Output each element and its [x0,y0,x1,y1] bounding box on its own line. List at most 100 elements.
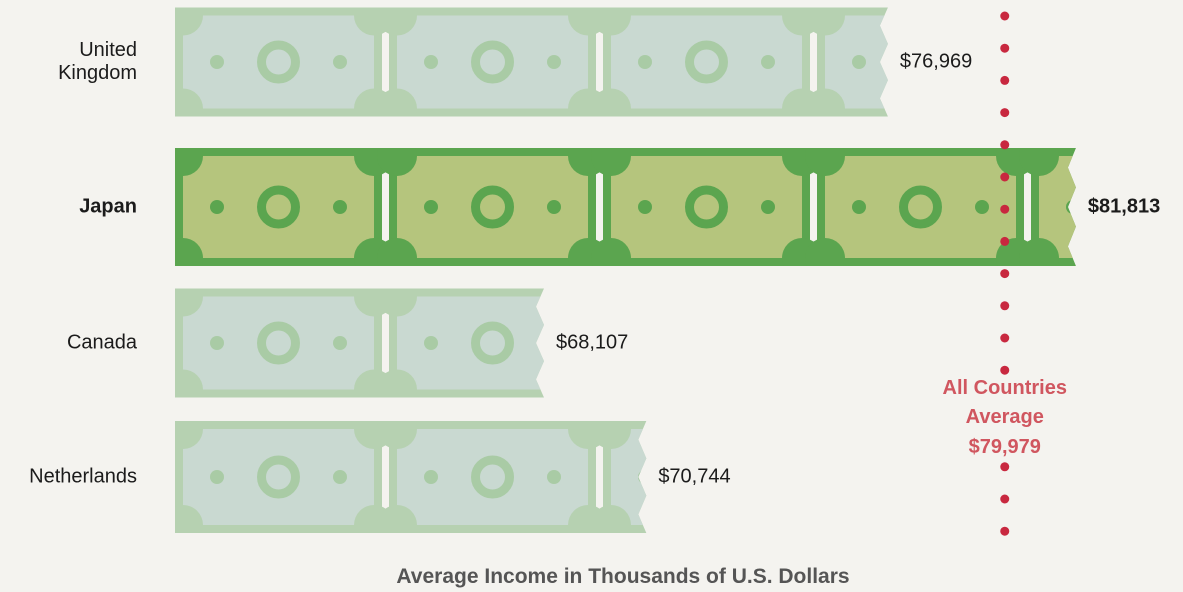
bill-corner [591,88,631,117]
bill-corner [175,369,203,398]
reference-dot [1000,43,1010,53]
bill-corner [805,148,845,176]
reference-dot [1000,140,1010,150]
category-label: Canada [66,331,137,354]
bill-dot [333,55,347,69]
reference-label: All Countries Average [942,377,1067,428]
value-label: $70,744 [658,465,731,488]
bill-dot [547,200,561,214]
bill-corner [805,238,845,266]
reference-dot [1000,333,1010,343]
reference-dot [1000,172,1010,182]
reference-dot [1000,526,1010,536]
bill-corner [568,277,608,317]
bill-dot [210,55,224,69]
bill-dot [210,200,224,214]
bill-dot [638,55,652,69]
bill-corner [805,7,845,36]
bill-dot [975,200,989,214]
bill-dot [424,55,438,69]
reference-dot [1000,365,1010,375]
bill-dot [761,200,775,214]
bill-dot [852,55,866,69]
bill-corner [175,7,203,36]
bill-corner [377,505,417,533]
bill-dot [638,470,647,484]
bill-corner [377,421,417,449]
bill-dot [1066,200,1076,214]
bill-dot [333,336,347,350]
bill-ring [257,40,300,84]
reference-line [1000,11,1010,536]
bill-ring [471,40,514,84]
axis-title: Average Income in Thousands of U.S. Doll… [396,565,850,588]
reference-dot [1000,75,1010,85]
bill-ring [685,185,728,229]
bill-corner [591,421,631,449]
bill-corner [377,7,417,36]
reference-dot [1000,301,1010,311]
bill-corner [591,148,631,176]
bill-dot [333,470,347,484]
bill-dot [210,336,224,350]
category-label: Japan [79,195,137,218]
bill-corner [568,370,608,410]
bill-dot [547,55,561,69]
bill-dot [424,200,438,214]
category-label: Netherlands [29,465,137,488]
bill-dot [761,55,775,69]
bar [175,409,822,545]
value-label: $68,107 [555,331,629,354]
bill-corner [1019,238,1059,266]
bill-dot [547,470,561,484]
reference-value: $79,979 [968,436,1041,458]
category-label: United Kingdom [58,39,137,84]
reference-dot [1000,494,1010,504]
bill-dot [852,200,866,214]
bill-ring [899,185,942,229]
bill-corner [175,505,203,533]
bill-corner [175,88,203,117]
bill-corner [175,421,203,449]
bar [175,148,1076,266]
bill-ring [471,185,514,229]
bill-corner [175,238,203,266]
bill-dot [424,470,438,484]
value-label: $81,813 [1087,195,1161,218]
bill-corner [175,148,203,176]
bill-corner [377,238,417,266]
bar [175,277,608,410]
reference-dot [1000,236,1010,246]
reference-dot [1000,204,1010,214]
bill-ring [257,455,300,499]
bill-corner [377,288,417,317]
bill-ring [471,455,514,499]
bill-corner [805,88,845,117]
reference-dot [1000,462,1010,472]
bill-dot [638,200,652,214]
bill-corner [377,148,417,176]
bill-ring [685,40,728,84]
bill-ring [257,185,300,229]
bill-corner [591,7,631,36]
bill-dot [333,200,347,214]
bill-corner [782,409,822,449]
bill-dot [424,336,438,350]
bill-dot [210,470,224,484]
bill-corner [175,288,203,317]
bar [175,7,1036,129]
bill-corner [591,238,631,266]
value-label: $76,969 [899,50,973,73]
bill-dot [761,470,775,484]
reference-dot [1000,11,1010,21]
bill-corner [377,88,417,117]
bill-corner [782,505,822,545]
bill-inner [397,296,544,390]
bill-dot [975,55,989,69]
bill-ring [257,321,300,365]
reference-dot [1000,108,1010,118]
bill-corner [996,89,1036,129]
bill-corner [591,505,631,533]
